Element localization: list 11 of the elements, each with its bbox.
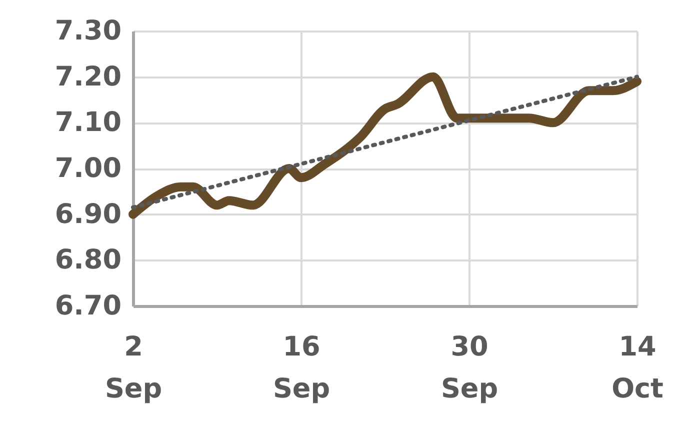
y-tick-label: 7.20 (54, 61, 122, 92)
x-tick-label: 2 Sep (104, 332, 162, 404)
x-tick-label: 16 Sep (272, 332, 330, 404)
x-tick-label: 14 Oct (612, 332, 664, 404)
y-tick-label: 6.70 (54, 290, 122, 322)
y-tick-label: 6.90 (54, 198, 122, 230)
y-tick-label: 6.80 (54, 244, 122, 276)
x-tick-label: 30 Sep (440, 332, 498, 404)
y-tick-label: 7.10 (54, 107, 122, 138)
y-tick-label: 7.00 (54, 153, 122, 184)
y-tick-label: 7.30 (54, 16, 122, 46)
